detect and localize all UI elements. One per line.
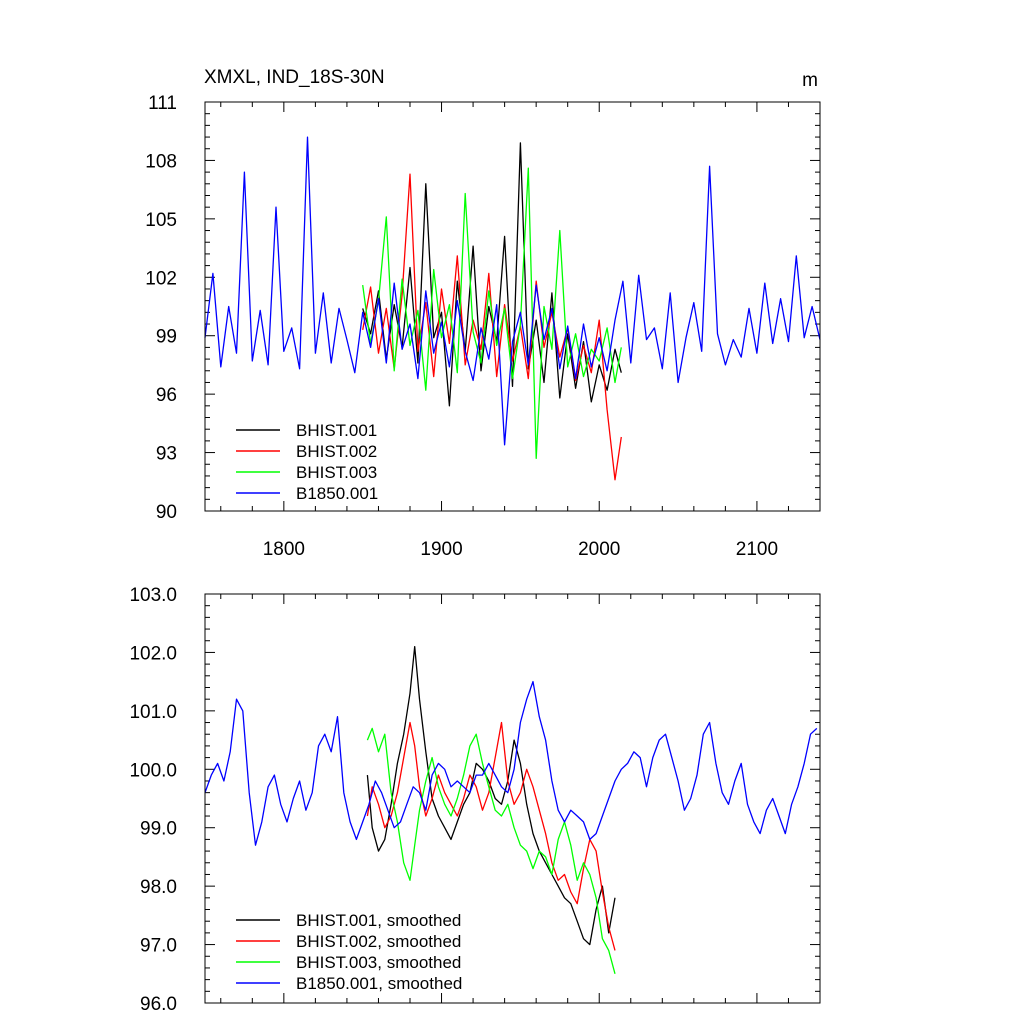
ytick-label: 108 (145, 151, 177, 172)
legend: BHIST.001 BHIST.002 BHIST.003 B1850.001 (236, 421, 378, 503)
plot-frame (204, 593, 821, 1004)
legend: BHIST.001, smoothed BHIST.002, smoothed BH… (236, 911, 462, 993)
legend-label: BHIST.001 (296, 421, 377, 440)
ytick-label: 103.0 (129, 585, 177, 606)
chart-title: XMXL, IND_18S-30N (204, 67, 385, 88)
xtick-label: 1800 (263, 539, 305, 560)
ytick-label: 99 (156, 327, 177, 348)
xtick-label: 2000 (578, 539, 620, 560)
ytick-label: 98.0 (140, 877, 177, 898)
xtick-label: 1900 (420, 539, 462, 560)
tick-marks (205, 101, 821, 512)
ytick-label: 100.0 (129, 760, 177, 781)
ytick-label: 93 (156, 444, 177, 465)
ytick-label: 105 (145, 210, 177, 231)
units-label: m (802, 70, 818, 91)
series-line (366, 645, 616, 946)
ytick-label: 90 (156, 502, 177, 523)
ytick-label: 101.0 (129, 702, 177, 723)
ytick-label: 96.0 (140, 994, 177, 1015)
tick-labels: 90 93 96 99 102 105 108 111 1800 1900 2000 2100 (145, 93, 778, 560)
ytick-label: 96 (156, 385, 177, 406)
series-line (366, 721, 616, 951)
legend-label: BHIST.002, smoothed (296, 932, 461, 951)
ytick-label: 97.0 (140, 936, 177, 957)
tick-labels: 96.0 97.0 98.0 99.0 100.0 101.0 102.0 103.0 (129, 585, 177, 1015)
series-line (366, 727, 616, 974)
series-line (204, 136, 821, 446)
legend-label: B1850.001 (296, 484, 378, 503)
plot-frame (204, 101, 821, 512)
series-line (362, 167, 622, 460)
legend-label: B1850.001, smoothed (296, 974, 462, 993)
panel-top: XMXL, IND_18S-30N m 90 93 96 99 102 105 108 111… (145, 67, 821, 560)
legend-label: BHIST.001, smoothed (296, 911, 461, 930)
series-line (204, 680, 818, 846)
legend-label: BHIST.003, smoothed (296, 953, 461, 972)
series-lines (204, 645, 818, 974)
xtick-label: 2100 (736, 539, 778, 560)
ytick-label: 111 (148, 93, 177, 114)
series-lines (204, 136, 821, 481)
legend-label: BHIST.003 (296, 463, 377, 482)
ytick-label: 102 (145, 268, 177, 289)
panel-bottom: 96.0 97.0 98.0 99.0 100.0 101.0 102.0 103.0 BHI… (129, 585, 821, 1015)
ytick-label: 102.0 (129, 643, 177, 664)
series-line (362, 173, 622, 481)
ytick-label: 99.0 (140, 819, 177, 840)
legend-label: BHIST.002 (296, 442, 377, 461)
series-line (362, 142, 622, 407)
